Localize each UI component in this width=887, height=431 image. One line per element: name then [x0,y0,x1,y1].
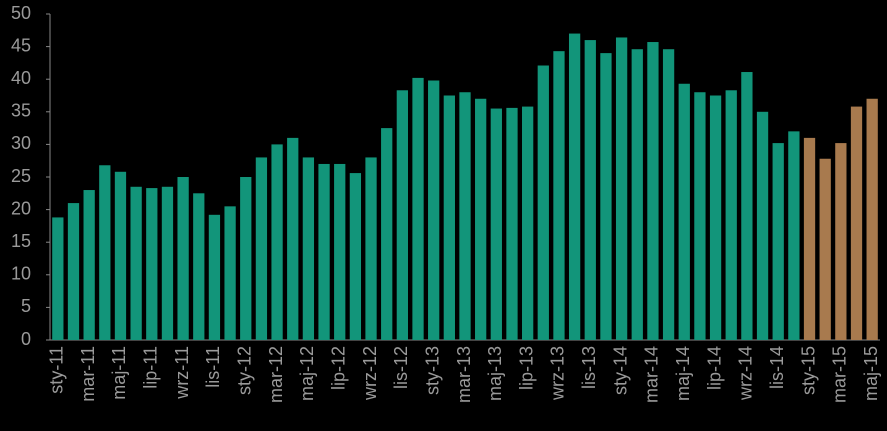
y-tick-label: 45 [11,35,31,55]
y-tick-label: 35 [11,101,31,121]
bar [224,206,236,340]
bar [334,163,346,340]
x-tick-label: maj-15 [861,346,881,401]
x-tick-label: mar-14 [642,346,662,403]
bar [694,92,706,341]
bar [412,77,424,340]
x-tick-label: lis-11 [203,346,223,388]
bar [83,190,95,340]
bar [99,165,111,340]
bar [428,80,440,340]
x-tick-label: sty-13 [422,346,442,395]
x-tick-label: lip-14 [704,346,724,390]
x-tick-label: sty-14 [610,346,630,395]
bar [678,83,690,340]
x-tick-label: maj-11 [109,346,129,400]
bar [365,157,377,340]
bar [490,108,502,340]
x-tick-label: wrz-11 [172,346,192,400]
bar [114,171,127,340]
x-tick-label: lis-12 [391,346,411,389]
bar [803,137,816,340]
bar [662,49,675,340]
bar [725,90,737,340]
y-tick-label: 50 [11,3,31,23]
bar [396,90,408,340]
x-tick-label: sty-12 [235,346,255,395]
x-tick-label: maj-13 [485,346,505,401]
bar [866,98,878,340]
x-tick-label: mar-13 [454,346,474,403]
y-tick-label: 20 [11,198,31,218]
bar [600,53,612,341]
bar [506,107,518,340]
bar [568,33,581,341]
bar [318,163,330,340]
x-tick-label: maj-12 [297,346,317,401]
x-tick-label: wrz-14 [736,346,756,401]
x-tick-label: mar-15 [830,346,850,403]
bar [161,186,174,340]
bar [772,143,784,340]
y-tick-label: 30 [11,133,31,153]
bar [709,95,722,340]
bar [302,157,315,340]
bar [459,92,471,341]
x-tick-label: wrz-13 [548,346,568,401]
bar [52,217,64,340]
bar [553,51,565,340]
bar [193,193,205,340]
y-tick-label: 15 [11,231,31,251]
bar [271,144,283,340]
y-tick-label: 0 [21,329,31,349]
bar [240,177,252,340]
bar [819,158,831,340]
bar [615,37,628,341]
x-tick-label: sty-15 [798,346,818,395]
bar [537,65,549,341]
x-tick-label: lis-14 [767,346,787,389]
bar [475,98,487,340]
y-tick-label: 40 [11,68,31,88]
bar [522,106,534,340]
bar [756,111,769,340]
y-tick-label: 25 [11,166,31,186]
bar [349,173,362,340]
bar [381,128,393,340]
bar [741,72,753,340]
x-tick-label: mar-11 [78,346,98,402]
x-tick-label: wrz-12 [360,346,380,401]
x-tick-label: lip-13 [516,346,536,390]
bar [208,214,221,340]
bar [177,177,189,340]
y-tick-label: 10 [11,264,31,284]
x-tick-label: lis-13 [579,346,599,389]
x-tick-label: mar-12 [266,346,286,403]
bar [631,49,643,340]
bar [146,188,158,340]
bar [835,143,847,340]
x-tick-label: maj-14 [673,346,693,401]
bar [584,40,596,341]
bar [130,186,142,340]
bar [443,95,455,340]
x-tick-label: lip-12 [328,346,348,390]
y-tick-label: 5 [21,296,31,316]
x-tick-label: lip-11 [141,346,161,389]
x-tick-label: sty-11 [47,346,67,394]
bar [850,106,863,340]
bar [647,42,659,340]
bar [788,131,800,340]
bar [67,203,80,340]
bar [287,137,299,340]
bar [255,157,268,340]
